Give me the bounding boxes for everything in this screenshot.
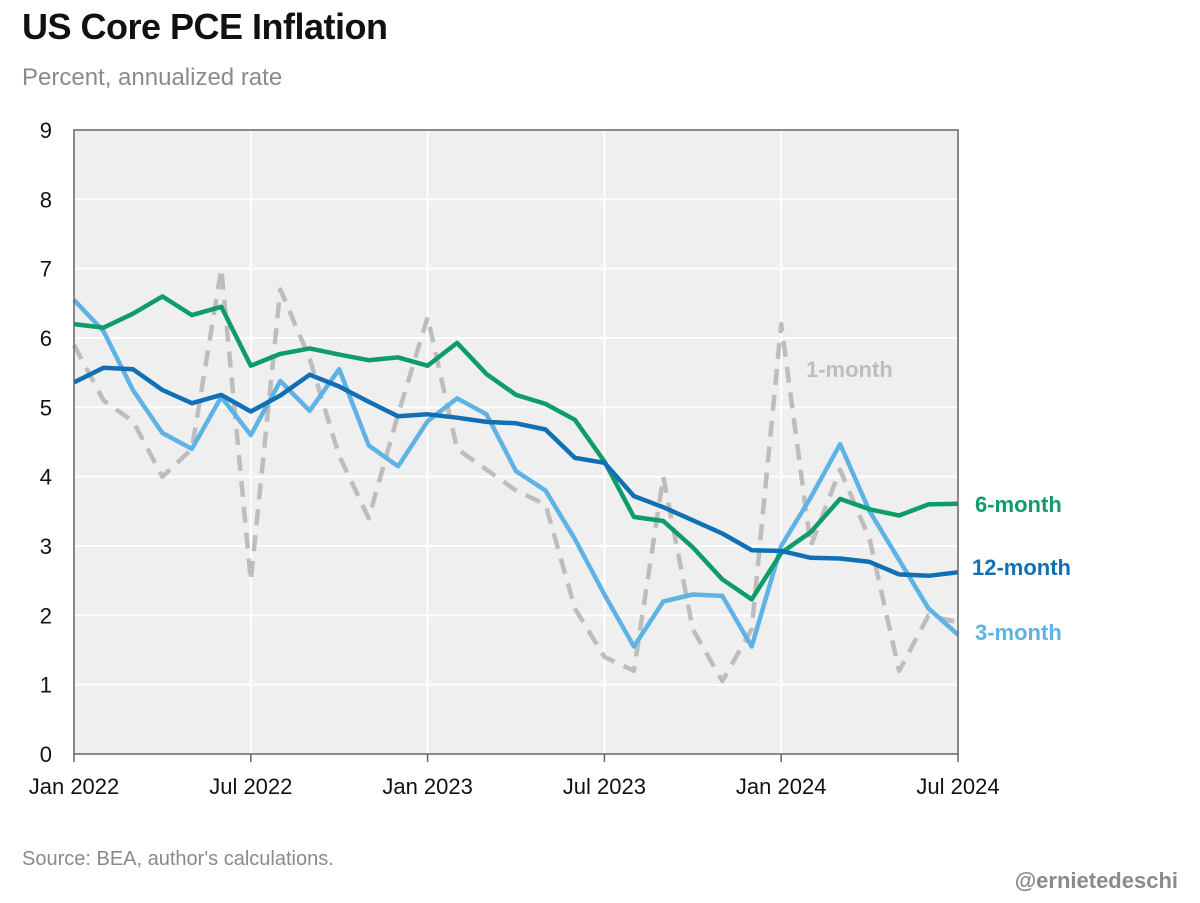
series-line-1-month: [72, 266, 959, 684]
plot-background: [74, 130, 958, 754]
x-tick-label: Jul 2023: [563, 774, 646, 799]
y-tick-label: 9: [40, 118, 52, 143]
plot-frame: [73, 129, 959, 755]
series-line-6-month: [73, 294, 959, 602]
source-note: Source: BEA, author's calculations.: [22, 848, 334, 870]
x-tick-label: Jul 2022: [209, 774, 292, 799]
series-label-3-month: 3-month: [975, 620, 1062, 645]
y-tick-label: 6: [40, 326, 52, 351]
y-tick-label: 8: [40, 187, 52, 212]
series-lines: [72, 266, 960, 684]
series-label-6-month: 6-month: [975, 492, 1062, 517]
x-tick-label: Jan 2024: [736, 774, 827, 799]
author-handle: @ernietedeschi: [1014, 868, 1178, 893]
series-line-12-month: [73, 365, 959, 579]
y-tick-label: 3: [40, 534, 52, 559]
y-tick-label: 0: [40, 742, 52, 767]
chart-title: US Core PCE Inflation: [22, 6, 388, 47]
chart-subtitle: Percent, annualized rate: [22, 64, 283, 91]
y-tick-label: 5: [40, 395, 52, 420]
y-tick-label: 1: [40, 673, 52, 698]
series-labels: 1-month 3-month 6-month 12-month: [806, 357, 1071, 645]
y-tick-label: 4: [40, 465, 52, 490]
grid: [74, 130, 958, 754]
y-tick-label: 2: [40, 603, 52, 628]
y-tick-label: 7: [40, 257, 52, 282]
x-tick-label: Jan 2022: [29, 774, 120, 799]
series-label-1-month: 1-month: [806, 357, 893, 382]
axes: 0 1 2 3 4 5 6 7 8 9 Jan 2022 Jul 2022 Jan 2023 Jul 20…: [29, 118, 1000, 799]
line-chart: 0 1 2 3 4 5 6 7 8 9 Jan 2022 Jul 2022 Jan 2023 Jul 20…: [29, 118, 1071, 799]
x-tick-label: Jan 2023: [382, 774, 473, 799]
x-tick-label: Jul 2024: [916, 774, 999, 799]
series-label-12-month: 12-month: [972, 555, 1071, 580]
